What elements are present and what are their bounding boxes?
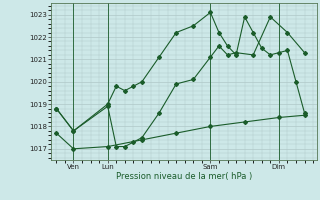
X-axis label: Pression niveau de la mer( hPa ): Pression niveau de la mer( hPa ): [116, 172, 252, 181]
